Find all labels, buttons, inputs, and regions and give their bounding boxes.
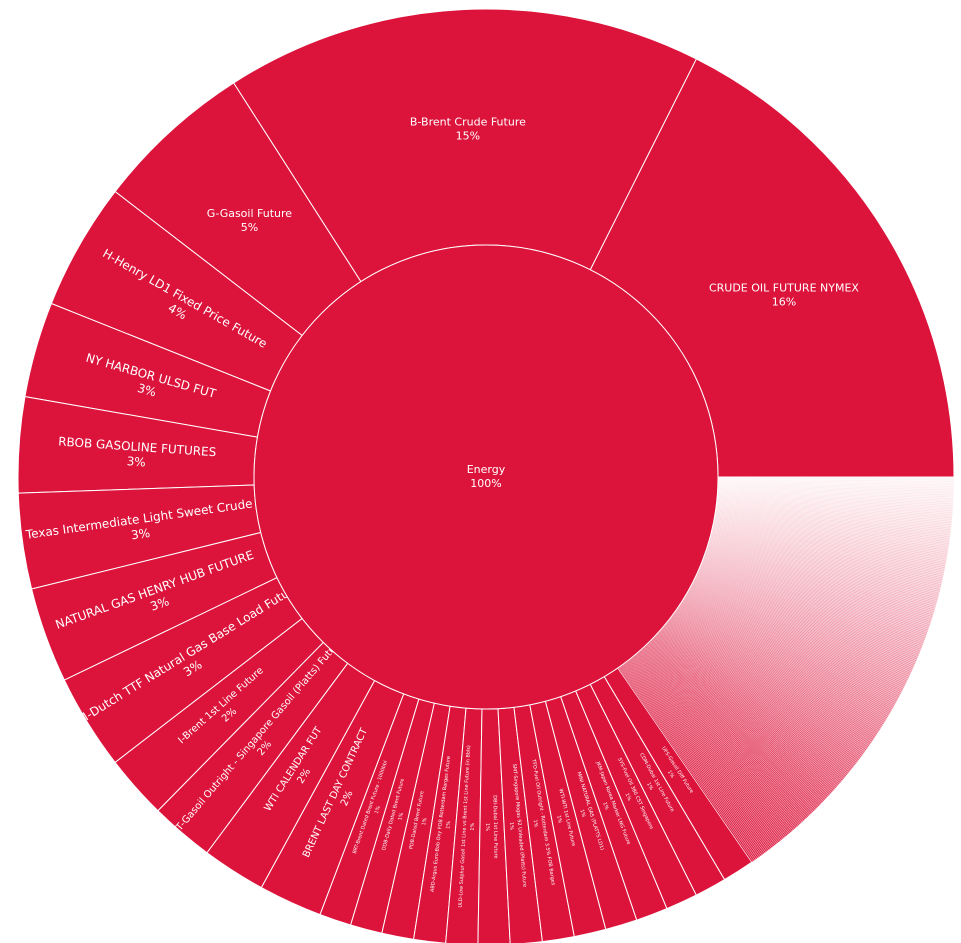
- segment-pct: 1%: [374, 805, 382, 815]
- segment-name: B-Brent Crude Future: [410, 115, 526, 128]
- segment-name: DBI-Dubai 1st Line Future: [491, 795, 498, 858]
- segment-name: G-Gasoil Future: [207, 207, 292, 220]
- center-label-pct: 100%: [470, 477, 501, 490]
- segment-pct: 1%: [555, 815, 563, 824]
- center-node[interactable]: Energy 100%: [253, 244, 719, 710]
- segment-pct: 3%: [148, 594, 171, 614]
- segment-pct: 16%: [772, 295, 796, 308]
- segment-pct: 15%: [456, 129, 480, 142]
- center-label-name: Energy: [467, 463, 506, 476]
- center-circle[interactable]: [253, 244, 719, 710]
- segment-pct: 1%: [645, 782, 654, 792]
- segment-name: CRUDE OIL FUTURE NYMEX: [709, 281, 859, 294]
- segment-pct: 3%: [136, 381, 158, 400]
- segment-pct: 1%: [445, 820, 452, 829]
- segment-pct: 1%: [484, 823, 490, 831]
- segment-pct: 1%: [578, 809, 586, 819]
- segment-pct: 5%: [241, 221, 258, 234]
- segment-pct: 3%: [126, 454, 146, 469]
- segment-pct: 1%: [666, 769, 675, 779]
- segment-pct: 1%: [470, 822, 476, 830]
- segment-pct: 1%: [601, 801, 609, 811]
- segment-pct: 3%: [130, 526, 151, 542]
- segment-pct: 1%: [532, 819, 539, 828]
- segment-pct: 1%: [624, 792, 633, 802]
- segment-pct: 1%: [397, 812, 405, 821]
- segment-pct: 1%: [421, 817, 428, 826]
- segment-pct: 1%: [508, 822, 515, 831]
